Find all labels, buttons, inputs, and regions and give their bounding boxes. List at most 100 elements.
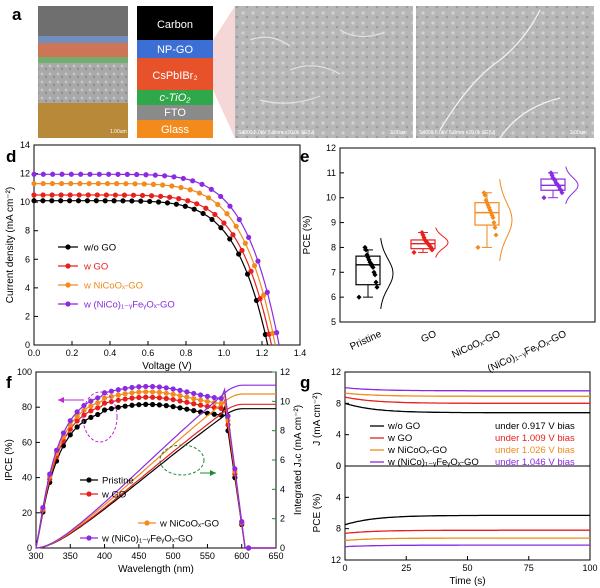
layer-label-tio2: c-TiO₂ <box>160 92 192 104</box>
jv-point <box>40 180 46 187</box>
jv-point <box>66 198 73 204</box>
ipce-point <box>191 396 197 402</box>
ipce-point <box>170 396 176 403</box>
pce-ytick-label: 6 <box>331 292 336 302</box>
jv-point <box>87 171 93 177</box>
jv-point <box>31 198 37 204</box>
ipce-point <box>143 383 149 390</box>
ipce-point <box>129 395 135 401</box>
ipce-point <box>67 432 73 438</box>
pce-category-label: Pristine <box>348 329 383 353</box>
sem-info-c: S4800 5.0kV 5.9mm x20.0k SE(U) <box>419 130 496 136</box>
pce-point <box>371 269 377 275</box>
ipce-point <box>95 395 101 401</box>
jv-point <box>244 271 251 277</box>
jv-point <box>199 181 205 187</box>
ipce-legend-label: w NiCoOₓ-GO <box>159 519 219 530</box>
surface-sem-b: S4800 5.0kV 5.8mm x20.0k SE(U) 2.00um <box>235 6 413 138</box>
stab-pce-line <box>344 514 590 526</box>
ipce-ytick-label: 20 <box>22 508 32 518</box>
jv-point <box>85 192 91 198</box>
pce-category-label: NiCoOₓ-GO <box>450 329 502 361</box>
ipce-point <box>156 395 163 401</box>
jv-point <box>212 211 218 218</box>
ipce-ytick-right-label: 10 <box>280 396 290 406</box>
jv-point <box>124 171 130 178</box>
pce-point <box>373 279 379 285</box>
ipce-point <box>95 400 101 406</box>
jv-point <box>203 205 209 211</box>
jv-ytick-label: 4 <box>25 283 30 293</box>
pce-point <box>411 249 417 255</box>
jv-point <box>171 174 177 180</box>
ipce-point <box>74 409 80 415</box>
ipce-ylabel: IPCE (%) <box>4 439 15 481</box>
layer-label-cspbibr2: CsPbIBr₂ <box>152 70 197 82</box>
jv-legend-marker <box>65 301 71 307</box>
jv-point <box>68 180 74 187</box>
ipce-point <box>88 414 94 420</box>
jv-point <box>134 171 140 178</box>
jv-legend-marker <box>65 244 71 250</box>
jv-point <box>230 232 236 238</box>
jv-xtick-label: 0.4 <box>104 348 117 358</box>
stab-ytick-bottom-label: 12 <box>331 555 341 565</box>
ipce-point <box>101 395 108 401</box>
pce-point <box>541 195 547 201</box>
ipce-point <box>101 400 108 406</box>
pce-plot-frame <box>339 147 596 323</box>
jv-point <box>274 330 280 336</box>
stab-ylabel-bottom: PCE (%) <box>312 494 323 533</box>
jv-point <box>49 192 55 198</box>
ipce-point <box>163 395 169 402</box>
ipce-point <box>74 418 80 424</box>
jv-ytick-label: 0 <box>25 340 30 350</box>
jv-point <box>94 192 100 198</box>
jv-point <box>242 240 248 246</box>
jv-xtick-label: 1.0 <box>218 348 231 358</box>
ipce-point <box>211 411 217 417</box>
panel-label-d: d <box>6 147 16 166</box>
pce-violin <box>565 166 579 205</box>
jv-point <box>158 193 164 199</box>
pce-point <box>483 197 489 203</box>
ipce-point <box>143 401 149 407</box>
ipce-point <box>136 402 142 408</box>
jv-point <box>173 201 179 207</box>
stab-pce-line <box>344 544 590 548</box>
stab-ytick-top-label: 8 <box>336 398 341 408</box>
jv-xtick-label: 0.8 <box>180 348 193 358</box>
ipce-jsc-line <box>35 393 276 549</box>
jv-point <box>169 183 175 189</box>
ipce-point <box>60 430 67 436</box>
stab-legend-bias: under 1.046 V bias <box>495 457 575 468</box>
ipce-legend-label: w GO <box>101 490 126 501</box>
ipce-point <box>40 504 46 511</box>
ipce-point <box>115 404 121 410</box>
jv-point <box>167 194 173 200</box>
jv-legend-marker <box>65 282 71 288</box>
jv-point <box>194 201 200 207</box>
jv-point <box>58 198 64 204</box>
jv-point <box>248 268 254 274</box>
jv-point <box>95 180 101 187</box>
stab-j-line <box>344 396 590 404</box>
stab-legend-bias: under 1.009 V bias <box>495 433 575 444</box>
ipce-point <box>218 395 224 402</box>
ipce-point <box>197 392 204 398</box>
sem-scale-b: 2.00um <box>390 130 407 136</box>
jv-point <box>49 180 55 187</box>
ipce-point <box>115 387 121 393</box>
ipce-point <box>53 447 60 453</box>
pce-ytick-label: 5 <box>331 317 336 327</box>
jv-legend-label: w NiCoOₓ-GO <box>83 281 143 292</box>
stab-ytick-top-label: 4 <box>336 430 341 440</box>
jv-point <box>58 180 65 187</box>
jv-point <box>59 171 65 177</box>
ipce-point <box>136 384 142 390</box>
jv-point <box>185 198 191 204</box>
ipce-ytick-right-label: 8 <box>280 426 285 436</box>
jv-point <box>129 198 135 204</box>
jv-xtick-label: 0.6 <box>142 348 155 358</box>
